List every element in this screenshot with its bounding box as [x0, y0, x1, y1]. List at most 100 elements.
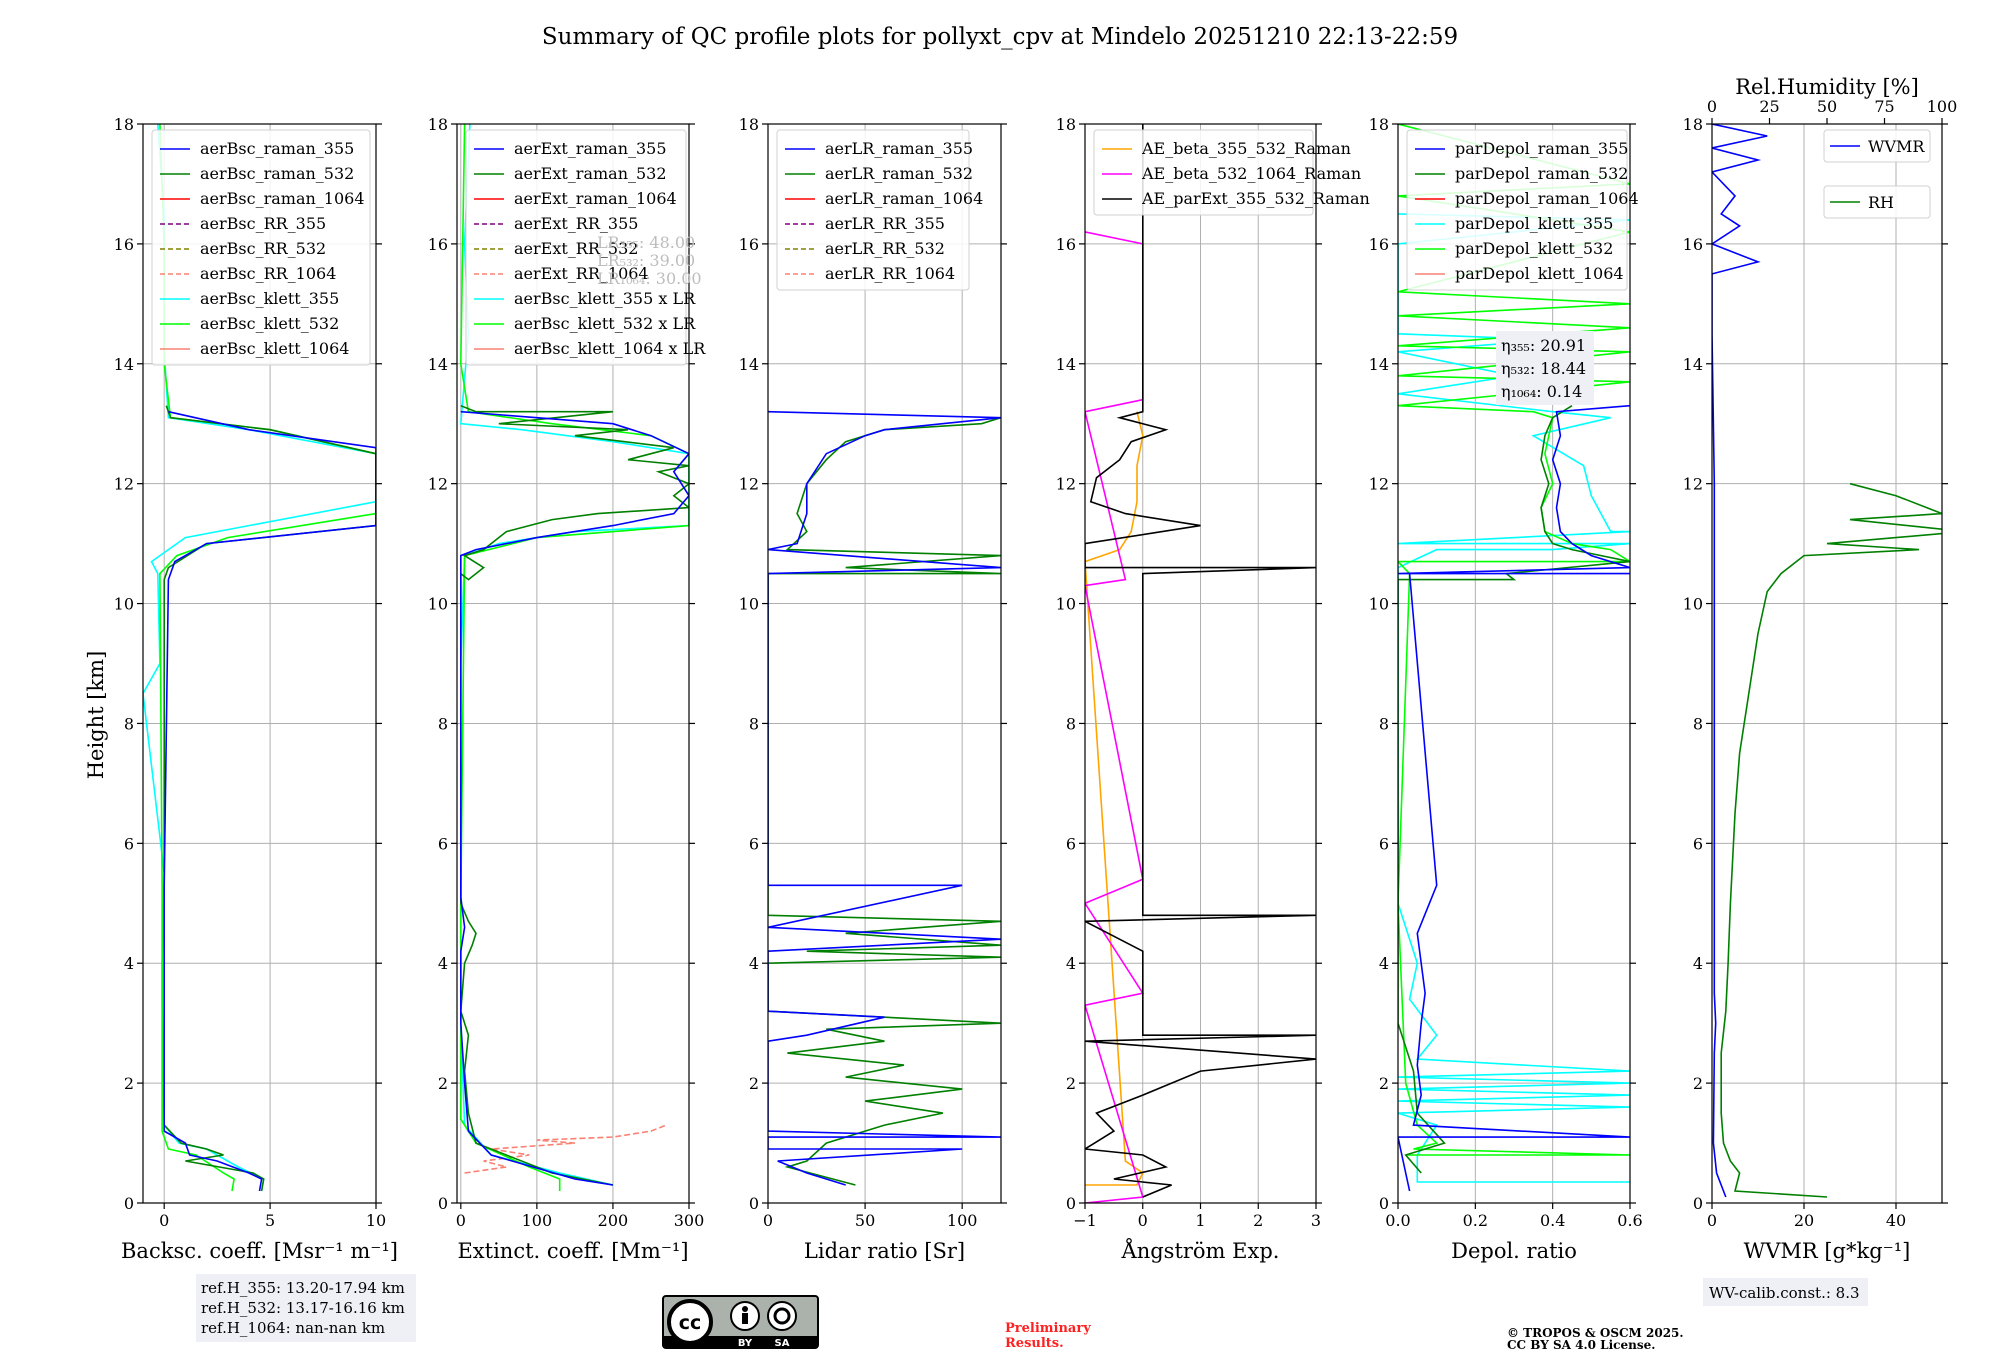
sa-arrow	[773, 1307, 791, 1325]
x-axis-label: Backsc. coeff. [Msr⁻¹ m⁻¹]	[121, 1239, 398, 1263]
y-tick-label: 6	[124, 834, 134, 853]
lr-annotation: LR₃₅₅: 48.00	[597, 233, 695, 252]
y-tick-label: 0	[749, 1194, 759, 1213]
legend-label: parDepol_raman_355	[1455, 139, 1628, 158]
y-tick-label: 18	[428, 115, 448, 134]
wv-calib-text: WV-calib.const.: 8.3	[1709, 1284, 1860, 1302]
legend-label: parDepol_klett_355	[1455, 214, 1613, 233]
panel-ext: 0 100 200 300 0 2 4 6 8 10 12 14 16 18 Extinct. coeff.…	[428, 115, 707, 1263]
y-tick-label: 4	[1379, 954, 1389, 973]
y-tick-label: 18	[1369, 115, 1389, 134]
x-tick-label: 0.0	[1385, 1211, 1410, 1230]
legend-label: aerLR_RR_532	[825, 239, 945, 258]
series-aerBsc_klett_532	[159, 124, 376, 1192]
legend-label: aerBsc_klett_532	[200, 314, 339, 333]
y-tick-label: 4	[438, 954, 448, 973]
y-tick-label: 14	[1369, 355, 1389, 374]
y-tick-label: 6	[749, 834, 759, 853]
lr-annotation: LR₅₃₂: 39.00	[597, 251, 695, 270]
y-tick-label: 0	[1066, 1194, 1076, 1213]
legend-label: RH	[1868, 193, 1894, 212]
legend-box	[1823, 185, 1931, 219]
top-tick-label: 0	[1707, 97, 1717, 116]
legend-label: aerExt_raman_355	[514, 139, 667, 158]
legend-box	[465, 129, 687, 366]
x-axis-label: Depol. ratio	[1451, 1239, 1577, 1263]
legend-label: aerExt_RR_1064	[514, 264, 649, 283]
y-tick-label: 18	[114, 115, 134, 134]
y-tick-label: 0	[1379, 1194, 1389, 1213]
y-tick-label: 10	[739, 595, 759, 614]
y-tick-label: 16	[1056, 235, 1076, 254]
y-tick-label: 2	[1379, 1074, 1389, 1093]
x-tick-label: 0	[1707, 1211, 1717, 1230]
y-tick-label: 0	[124, 1194, 134, 1213]
badge-strip	[664, 1336, 817, 1347]
y-tick-label: 16	[1369, 235, 1389, 254]
y-tick-label: 16	[428, 235, 448, 254]
eta-box	[1496, 331, 1594, 405]
axes-frame	[1711, 123, 1943, 1204]
y-axis-label: Height [km]	[84, 651, 108, 780]
legend-label: aerBsc_klett_532 x LR	[514, 314, 696, 333]
legend-label: aerBsc_klett_355 x LR	[514, 289, 696, 308]
y-tick-label: 2	[438, 1074, 448, 1093]
y-tick-label: 16	[1683, 235, 1703, 254]
legend-label: aerBsc_RR_355	[200, 214, 326, 233]
y-tick-label: 8	[1066, 714, 1076, 733]
legend-box	[1823, 129, 1931, 163]
x-axis-label: Lidar ratio [Sr]	[804, 1239, 965, 1263]
y-tick-label: 4	[749, 954, 759, 973]
preliminary-line-1: Preliminary	[1005, 1321, 1091, 1336]
top-tick-label: 75	[1874, 97, 1894, 116]
x-tick-label: 10	[366, 1211, 386, 1230]
cc-license-badge: cc BY SA	[662, 1295, 819, 1349]
panel-wv: 0 20 40 0 2 4 6 8 10 12 14 16 18 WVMR [g*kg⁻¹] 0 25 50 75…	[1683, 75, 1958, 1263]
axes-frame	[1397, 123, 1631, 1204]
cc-icon	[667, 1299, 713, 1345]
x-tick-label: 0	[1138, 1211, 1148, 1230]
legend-label: AE_beta_532_1064_Raman	[1141, 164, 1361, 183]
series-aerExt_RR_1064	[464, 1124, 667, 1174]
y-tick-label: 12	[1369, 475, 1389, 494]
x-tick-label: −1	[1073, 1211, 1097, 1230]
y-tick-label: 8	[1693, 714, 1703, 733]
legend-label: aerExt_RR_355	[514, 214, 638, 233]
y-tick-label: 14	[1056, 355, 1076, 374]
x-tick-label: 0	[456, 1211, 466, 1230]
legend-label: parDepol_klett_532	[1455, 239, 1613, 258]
y-tick-label: 12	[114, 475, 134, 494]
y-tick-label: 12	[1683, 475, 1703, 494]
y-tick-label: 6	[1379, 834, 1389, 853]
legend-label: aerBsc_raman_1064	[200, 189, 365, 208]
panel-depol: 0.0 0.2 0.4 0.6 0 2 4 6 8 10 12 14 16 18 Depol. ratio p…	[1369, 115, 1643, 1263]
legend-label: aerBsc_RR_1064	[200, 264, 336, 283]
series-parDepol_raman_532	[1398, 405, 1630, 1174]
copyright-line-2: CC BY SA 4.0 License.	[1507, 1338, 1655, 1352]
x-tick-label: 0	[159, 1211, 169, 1230]
top-tick-label: 50	[1817, 97, 1837, 116]
legend-label: aerExt_raman_1064	[514, 189, 677, 208]
y-tick-label: 2	[1066, 1074, 1076, 1093]
panel-bsc: 0 5 10 0 2 4 6 8 10 12 14 16 18 Backsc. coeff. [Msr⁻¹…	[114, 115, 398, 1263]
legend-label: aerBsc_raman_355	[200, 139, 354, 158]
legend-label: aerBsc_klett_1064	[200, 339, 349, 358]
top-tick-label: 100	[1927, 97, 1958, 116]
series-AE_beta_355_532_Raman	[1085, 411, 1144, 1186]
x-tick-label: 0.6	[1617, 1211, 1642, 1230]
x-tick-label: 20	[1794, 1211, 1814, 1230]
y-tick-label: 6	[438, 834, 448, 853]
sa-text: SA	[775, 1338, 790, 1349]
series-AE_parExt_355_532_Raman	[1085, 124, 1316, 1198]
ref-height-532: ref.H_532: 13.17-16.16 km	[201, 1299, 405, 1317]
series-aerLR_raman_532	[768, 416, 1001, 1186]
series-parDepol_klett_532	[1398, 124, 1630, 1156]
legend-label: AE_beta_355_532_Raman	[1141, 139, 1351, 158]
y-tick-label: 10	[1369, 595, 1389, 614]
x-tick-label: 200	[598, 1211, 629, 1230]
eta-annotation: η₁₀₆₄: 0.14	[1501, 382, 1582, 401]
by-text: BY	[738, 1338, 753, 1349]
x-tick-label: 0.4	[1540, 1211, 1565, 1230]
legend-box	[1406, 129, 1628, 291]
